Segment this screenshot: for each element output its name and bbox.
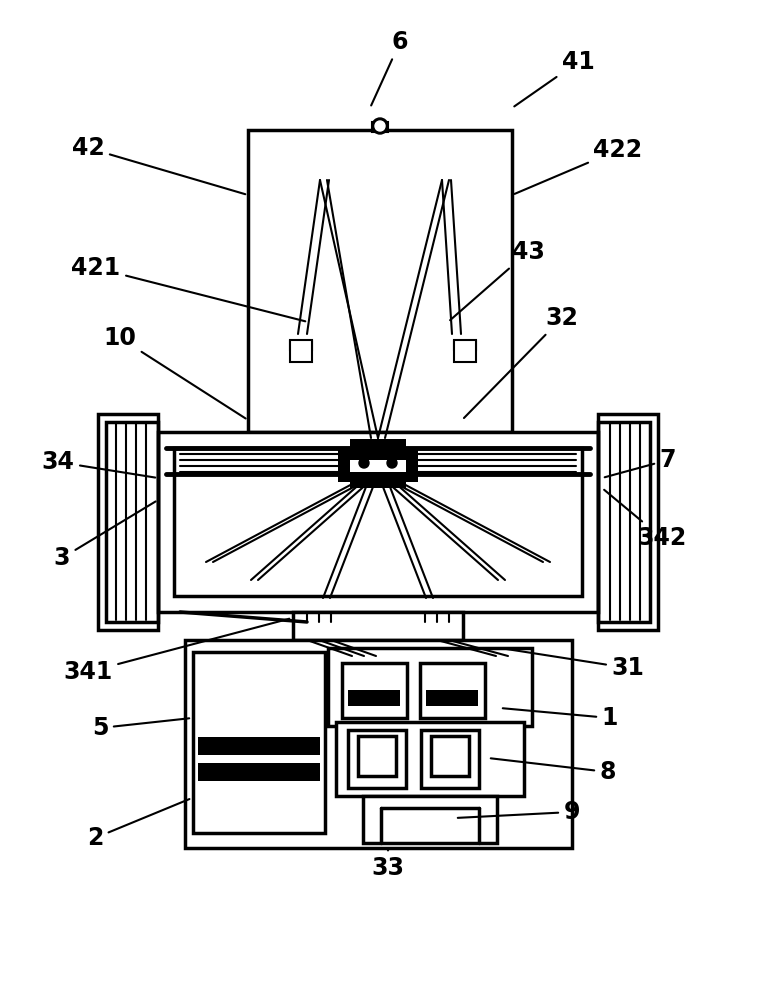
Bar xyxy=(248,130,512,432)
Bar xyxy=(350,480,406,488)
Text: 422: 422 xyxy=(515,138,643,194)
Bar xyxy=(98,414,158,630)
Bar xyxy=(193,652,325,833)
Bar xyxy=(348,690,400,706)
Bar xyxy=(342,663,407,718)
Text: 1: 1 xyxy=(502,706,618,730)
Circle shape xyxy=(372,118,388,134)
Text: 42: 42 xyxy=(71,136,245,194)
Bar xyxy=(363,796,497,843)
Text: 342: 342 xyxy=(604,490,687,550)
Text: 9: 9 xyxy=(458,800,580,824)
Text: 341: 341 xyxy=(63,619,289,684)
Text: 6: 6 xyxy=(371,30,408,105)
Text: 2: 2 xyxy=(87,799,190,850)
Bar xyxy=(350,439,406,449)
Text: 3: 3 xyxy=(54,501,156,570)
Bar xyxy=(198,763,320,781)
Bar xyxy=(350,460,406,472)
Bar xyxy=(598,414,658,630)
Circle shape xyxy=(359,458,369,468)
Text: 33: 33 xyxy=(371,848,405,880)
Text: 8: 8 xyxy=(491,758,616,784)
Text: 7: 7 xyxy=(605,448,676,477)
Bar xyxy=(420,663,485,718)
Bar xyxy=(174,448,582,596)
Circle shape xyxy=(387,458,397,468)
Bar xyxy=(336,722,524,796)
Bar xyxy=(198,737,320,755)
Bar xyxy=(348,730,406,788)
Text: 31: 31 xyxy=(502,648,644,680)
Bar xyxy=(328,648,532,726)
Bar xyxy=(454,340,476,362)
Bar xyxy=(598,422,650,622)
Text: 32: 32 xyxy=(464,306,578,418)
Bar xyxy=(106,422,158,622)
Bar xyxy=(431,736,469,776)
Bar xyxy=(185,640,572,848)
Text: 43: 43 xyxy=(450,240,544,320)
Bar xyxy=(338,450,418,482)
Bar xyxy=(290,340,312,362)
Bar xyxy=(372,122,388,132)
Text: 34: 34 xyxy=(42,450,156,478)
Text: 5: 5 xyxy=(92,716,189,740)
Bar xyxy=(293,612,463,640)
Bar xyxy=(358,736,396,776)
Bar xyxy=(421,730,479,788)
Bar xyxy=(158,432,598,612)
Circle shape xyxy=(375,121,385,131)
Text: 421: 421 xyxy=(71,256,305,321)
Text: 10: 10 xyxy=(103,326,246,418)
Bar xyxy=(426,690,478,706)
Text: 41: 41 xyxy=(515,50,594,106)
